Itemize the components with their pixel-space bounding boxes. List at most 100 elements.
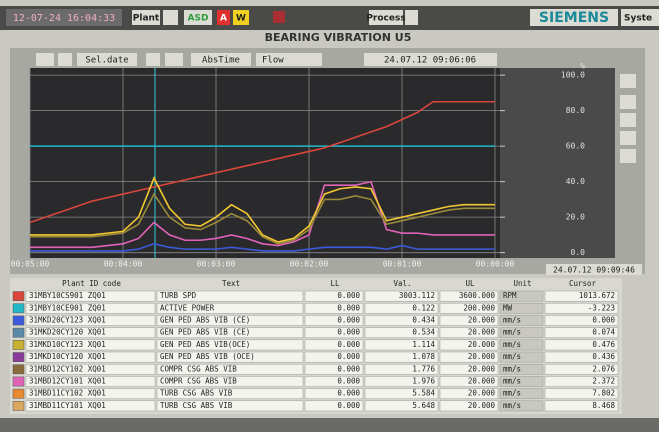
cell-text: 31MBD12CY101 XQ01 xyxy=(29,377,106,386)
cell xyxy=(156,315,304,326)
cell-text: 20.000 xyxy=(468,316,496,325)
cell-text: mm/s xyxy=(503,364,521,373)
cell xyxy=(544,327,619,339)
cell xyxy=(156,363,304,375)
alarm-label: A xyxy=(220,14,227,24)
nav-next[interactable] xyxy=(146,53,160,66)
cell xyxy=(499,400,544,412)
cell-text: 1.776 xyxy=(412,364,435,373)
cell-text: 0.000 xyxy=(337,316,360,325)
nav-last[interactable] xyxy=(165,53,183,66)
system-button[interactable] xyxy=(621,9,659,26)
column-header: Plant ID code xyxy=(62,279,121,288)
cell-text: 20.000 xyxy=(468,389,496,398)
cell-text: 0.000 xyxy=(337,340,360,349)
cell-text: 31MBD12CY102 XQ01 xyxy=(29,364,106,373)
cell xyxy=(25,327,156,339)
cell-text: mm/s xyxy=(503,389,521,398)
page-title: BEARING VIBRATION U5 xyxy=(265,31,412,44)
cursor-time-box xyxy=(546,264,642,275)
cell-text: 31MBY10CS901 ZQ01 xyxy=(29,291,106,300)
cell xyxy=(544,376,619,387)
status-indicator xyxy=(273,11,285,23)
series-line xyxy=(30,176,495,243)
cell xyxy=(156,290,304,302)
process-menu[interactable] xyxy=(405,10,418,25)
date-value: 24.07.12 09:06:06 xyxy=(384,56,476,66)
cell xyxy=(439,339,499,351)
cell-text: 5.648 xyxy=(412,401,435,410)
zoom-bottom[interactable] xyxy=(620,149,636,163)
cell xyxy=(439,388,499,400)
zoom-top[interactable] xyxy=(620,74,636,88)
warning-button[interactable] xyxy=(233,10,249,25)
zoom-fit[interactable] xyxy=(620,113,636,127)
cell-text: GEN PED ABS VIB(OCE) xyxy=(160,340,250,349)
cell-text: -3.223 xyxy=(588,303,615,312)
column-header: Cursor xyxy=(569,279,597,288)
warning-label: W xyxy=(236,14,246,24)
cell-text: TURB SPD xyxy=(160,291,197,300)
flow-button[interactable] xyxy=(256,53,322,66)
alarm-button[interactable] xyxy=(217,10,230,25)
cell xyxy=(25,376,156,387)
asd-button[interactable] xyxy=(184,10,212,25)
date-field[interactable] xyxy=(364,53,497,66)
bottom-bar xyxy=(0,418,659,432)
cell xyxy=(364,388,439,400)
datetime: 12-07-24 16:04:33 xyxy=(13,13,115,24)
cell xyxy=(304,376,364,387)
series-line xyxy=(30,180,495,249)
nav-prev[interactable] xyxy=(58,53,72,66)
cell xyxy=(364,376,439,387)
cell xyxy=(25,290,156,302)
datetime-box xyxy=(6,9,122,26)
column-header: UL xyxy=(465,279,475,288)
x-tick-label: 00:00:00 xyxy=(476,260,515,269)
cell xyxy=(499,339,544,351)
cell xyxy=(499,351,544,363)
cell-text: 7.802 xyxy=(592,389,615,398)
process-button[interactable] xyxy=(369,10,403,25)
cell-text: 0.000 xyxy=(337,352,360,361)
cell xyxy=(499,327,544,339)
abs-time-button[interactable] xyxy=(191,53,251,66)
cell-text: 31MKD10CY123 XQ01 xyxy=(29,340,106,349)
cell xyxy=(156,351,304,363)
column-header: Text xyxy=(222,279,240,288)
cell xyxy=(439,376,499,387)
plant-button[interactable] xyxy=(132,10,160,25)
zoom-down[interactable] xyxy=(620,131,636,145)
cell xyxy=(304,315,364,326)
cell-text: 20.000 xyxy=(468,340,496,349)
cell xyxy=(304,302,364,314)
sel-date-button[interactable] xyxy=(77,53,137,66)
axis-panel xyxy=(500,68,615,258)
cell-text: GEN PED ABS VIB (OCE) xyxy=(160,352,255,361)
cell-text: 1.114 xyxy=(412,340,435,349)
plant-menu[interactable] xyxy=(163,10,178,25)
cell xyxy=(304,327,364,339)
cell-text: 0.000 xyxy=(337,328,360,337)
plant-label: Plant xyxy=(133,14,160,24)
cell xyxy=(304,388,364,400)
cell-text: 0.000 xyxy=(337,389,360,398)
cell xyxy=(25,315,156,326)
cell xyxy=(304,351,364,363)
nav-first[interactable] xyxy=(36,53,54,66)
cell-text: 31MKD10CY120 XQ01 xyxy=(29,352,106,361)
cell xyxy=(364,351,439,363)
cell xyxy=(364,290,439,302)
cell xyxy=(364,363,439,375)
cell xyxy=(544,290,619,302)
cell-text: 31MKD20CY123 XQ01 xyxy=(29,316,106,325)
x-tick-label: 00:05:00 xyxy=(11,260,50,269)
y-tick-label: 60.0 xyxy=(566,142,585,151)
cell xyxy=(364,315,439,326)
cell xyxy=(364,400,439,412)
cell xyxy=(156,339,304,351)
cell xyxy=(544,302,619,314)
flow-label: Flow xyxy=(262,56,284,66)
zoom-up[interactable] xyxy=(620,95,636,109)
